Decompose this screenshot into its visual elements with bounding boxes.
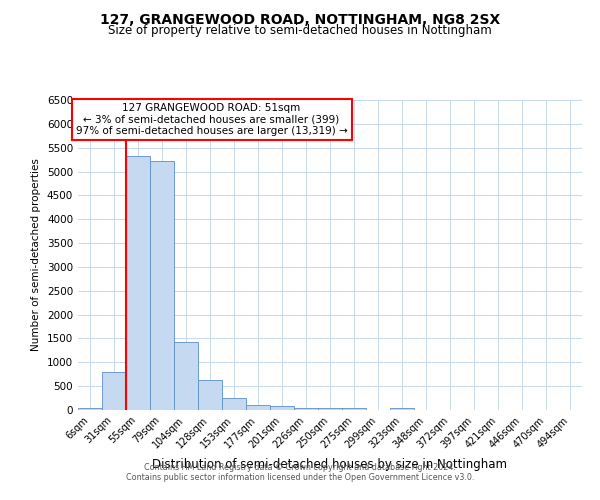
Bar	[126, 156, 150, 410]
Text: Contains HM Land Registry data © Crown copyright and database right 2024.: Contains HM Land Registry data © Crown c…	[144, 464, 456, 472]
Bar	[78, 408, 102, 410]
Text: Contains public sector information licensed under the Open Government Licence v3: Contains public sector information licen…	[126, 474, 474, 482]
Bar	[342, 408, 366, 410]
Bar	[270, 406, 294, 410]
Text: 127 GRANGEWOOD ROAD: 51sqm
← 3% of semi-detached houses are smaller (399)
97% of: 127 GRANGEWOOD ROAD: 51sqm ← 3% of semi-…	[76, 103, 347, 136]
Bar	[318, 408, 342, 410]
Text: Size of property relative to semi-detached houses in Nottingham: Size of property relative to semi-detach…	[108, 24, 492, 37]
Bar	[222, 398, 246, 410]
Text: 127, GRANGEWOOD ROAD, NOTTINGHAM, NG8 2SX: 127, GRANGEWOOD ROAD, NOTTINGHAM, NG8 2S…	[100, 12, 500, 26]
Bar	[102, 372, 126, 410]
Y-axis label: Number of semi-detached properties: Number of semi-detached properties	[31, 158, 41, 352]
Bar	[294, 408, 318, 410]
Bar	[390, 408, 414, 410]
Bar	[174, 342, 198, 410]
X-axis label: Distribution of semi-detached houses by size in Nottingham: Distribution of semi-detached houses by …	[152, 458, 508, 471]
Bar	[246, 405, 270, 410]
Bar	[150, 160, 174, 410]
Bar	[198, 380, 222, 410]
